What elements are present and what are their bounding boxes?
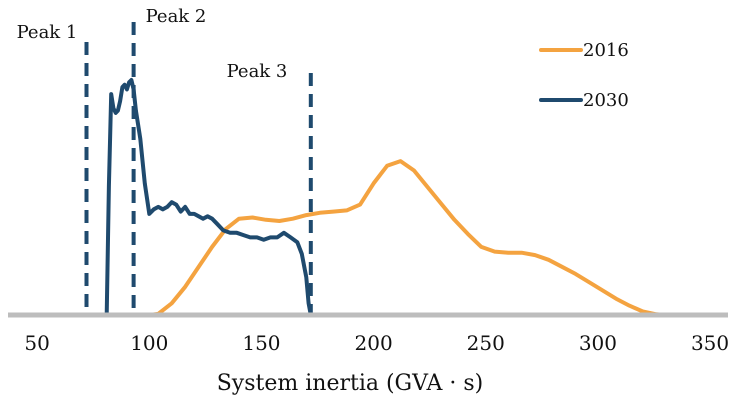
x-tick-label: 50 <box>24 331 49 355</box>
legend-label-2016: 2016 <box>583 40 629 61</box>
x-tick-labels: 50 100 150 200 250 300 350 <box>24 331 729 355</box>
series-line-2016 <box>147 159 668 317</box>
x-tick-label: 150 <box>242 331 280 355</box>
peak-label-1: Peak 1 <box>17 22 78 43</box>
x-tick-label: 250 <box>467 331 505 355</box>
series-lines <box>104 78 668 317</box>
x-axis-label: System inertia (GVA · s) <box>217 371 484 396</box>
x-tick-label: 200 <box>355 331 393 355</box>
x-tick-label: 350 <box>691 331 729 355</box>
peak-lines <box>84 22 313 315</box>
legend: 2016 2030 <box>539 40 629 111</box>
x-tick-label: 100 <box>130 331 168 355</box>
peak-label-3: Peak 3 <box>227 61 288 82</box>
legend-label-2030: 2030 <box>583 90 629 111</box>
x-tick-label: 300 <box>579 331 617 355</box>
peak-label-2: Peak 2 <box>146 6 207 27</box>
peak-labels: Peak 1 Peak 2 Peak 3 <box>17 6 288 82</box>
series-line-2030 <box>104 78 313 317</box>
